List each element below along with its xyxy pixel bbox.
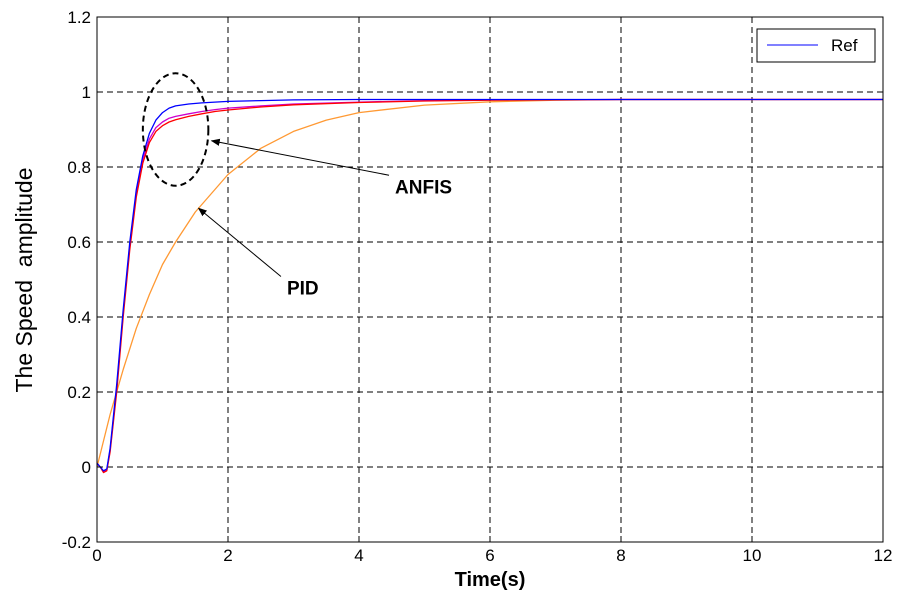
x-tick-label: 2 [223,546,232,565]
x-tick-label: 4 [354,546,363,565]
legend: Ref [756,28,876,63]
x-axis-label: Time(s) [455,569,526,591]
ticks-layer: 0 2 4 6 8 10 12-0.200.20.40.60.811.2 [62,8,893,565]
y-axis-label: The Speed amplitude [11,167,37,392]
x-tick-label: 10 [743,546,762,565]
x-tick-label: 6 [485,546,494,565]
annotations-layer: ANFIS PID [141,72,452,300]
series-line-0 [96,98,883,472]
y-tick-label: 1 [82,83,91,102]
highlight-circle [141,72,210,187]
annotation-anfis: ANFIS [395,177,452,198]
annotation-arrow-pid [197,207,282,277]
y-tick-label: 0.8 [67,158,91,177]
x-tick-label: 12 [874,546,893,565]
grid [97,17,883,542]
y-tick-label: 0 [82,458,91,477]
x-tick-label: 8 [616,546,625,565]
y-tick-label: 0.4 [67,308,91,327]
legend-ref-label: Ref [831,36,858,55]
annotation-pid: PID [287,279,319,300]
y-tick-label: 1.2 [67,8,91,27]
y-tick-label: -0.2 [62,533,91,552]
y-tick-label: 0.2 [67,383,91,402]
annotation-arrow-anfis [210,138,390,176]
x-tick-label: 0 [92,546,101,565]
y-tick-label: 0.6 [67,233,91,252]
series-layer [96,98,883,474]
